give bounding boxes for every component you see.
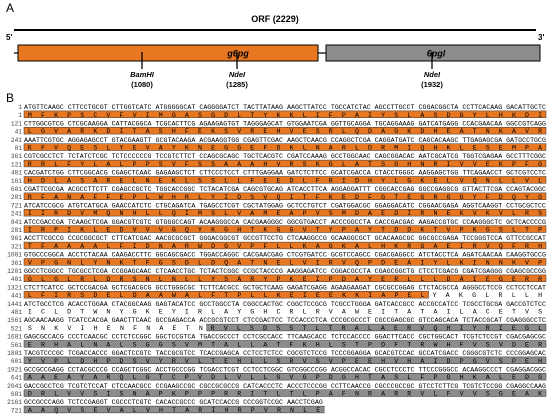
site-position: (1932) <box>421 80 443 89</box>
site-position: (1080) <box>131 80 153 89</box>
gene-box <box>17 44 319 62</box>
aa-sequence: AAQVSEVALVHTARIHRPVRNLE <box>28 407 320 414</box>
dna-line-number: 481 <box>11 170 22 177</box>
dna-line-number: 2161 <box>7 399 22 406</box>
domain-box <box>23 192 547 200</box>
dna-line-number: 1561 <box>7 317 22 324</box>
aa-line-number: 241 <box>11 211 22 218</box>
domain-box <box>23 176 547 184</box>
domain-box <box>23 274 547 282</box>
dna-sequence: GTGCCCGGCA ACCTCTACAA CAAGACCTTC GGCAGCG… <box>24 252 546 259</box>
dna-line-number: 841 <box>11 219 22 226</box>
aa-line-number: 1 <box>18 112 22 119</box>
dna-sequence: GGCCTCGGCC TGCGCCTCGA CCGGAGCAAC CTCAACC… <box>24 268 546 275</box>
domain-box <box>23 340 547 348</box>
aa-line-number: 201 <box>11 194 22 201</box>
aa-line-number: 121 <box>11 161 22 168</box>
dna-sequence: ATGTTCAAGC CTTCCTGCGT CTTGGTCATC ATGGGGG… <box>24 104 546 111</box>
dna-line-number: 1 <box>18 104 22 111</box>
gene-name: 6pgl <box>427 49 446 59</box>
aa-line-number: 281 <box>11 227 22 234</box>
dna-sequence: AAATTCGTGC AGGAGAGCCT GTACGAAGTT GCGTACA… <box>24 137 546 144</box>
dna-line-number: 361 <box>11 153 22 160</box>
dna-sequence: CTTGGCGTCG CTCGCAAGGA CATTACGGCA TCGCACT… <box>24 120 546 127</box>
aa-sequence: LFIRSDELDAAWALFTPLLKEIEEKKIAPEL <box>28 292 425 299</box>
domain-box <box>23 127 547 135</box>
panel-label: B <box>6 91 14 105</box>
aa-line-number: 361 <box>11 260 22 267</box>
dna-line-number: 1321 <box>7 284 22 291</box>
dna-line-number: 2041 <box>7 383 22 390</box>
aa-sequence: ICLDTWNYGKEYIRLAYGHCRLRVAWEITATAILACETVS <box>28 309 542 316</box>
aa-line-number: 81 <box>15 145 23 152</box>
aa-line-number: 441 <box>11 293 22 300</box>
domain-box <box>23 209 547 217</box>
aa-line-number: 521 <box>11 325 22 332</box>
dna-sequence: ATCCGACCGA TCAAGCTCGA GGACGTCGTC GTGGGCC… <box>24 219 546 226</box>
dna-line-number: 961 <box>11 235 22 242</box>
dna-line-number: 1081 <box>7 252 22 259</box>
domain-box <box>23 258 547 266</box>
aa-line-number: 321 <box>11 243 22 250</box>
dna-sequence: AGCAACAAGG TCATCCACGA GAACTTCAAC GCCGAGA… <box>24 317 546 324</box>
aa-line-number: 721 <box>11 407 22 414</box>
aa-line-number: 41 <box>15 129 23 136</box>
dna-line-number: 1201 <box>7 268 22 275</box>
sequence-panel: 1 ATGTTCAAGC CTTCCTGCGT CTTGGTCATC ATGGGG… <box>7 104 547 414</box>
dna-line-number: 1921 <box>7 366 22 373</box>
dna-sequence: CGATTCGCGA ACGCCTTCTT CGAGCCGCTC TGGCACC… <box>24 186 546 193</box>
domain-box <box>23 225 547 233</box>
aa-line-number: 401 <box>11 276 22 283</box>
domain-box <box>23 241 547 250</box>
domain-box <box>23 373 547 381</box>
gene-box <box>325 44 541 62</box>
site-enzyme: NdeI <box>229 70 246 79</box>
dna-line-number: 121 <box>11 120 22 127</box>
dna-sequence: CACGATCTGG CTTCGGCACG CGAGCTCAAC GAGAAGC… <box>24 170 546 177</box>
orf-label: ORF (2229) <box>251 14 299 24</box>
domain-box <box>23 143 547 151</box>
dna-sequence: CGTCGCCTCT TCTATCTCGC TCTCCCCCCG TCCGTCT… <box>24 153 546 160</box>
domain-box <box>23 405 325 414</box>
dna-sequence: ATCATCCGCG ATGTCATGCA GAACCATCTC CTGCAGA… <box>24 202 546 209</box>
five-prime: 5' <box>6 33 12 42</box>
aa-line-number: 681 <box>11 391 22 398</box>
aa-sequence: SNKVIHENFNAETN <box>28 325 203 332</box>
aa-sequence: YAKGLRLLH <box>432 292 542 299</box>
site-enzyme: NdeI <box>424 70 441 79</box>
aa-line-number: 601 <box>11 358 22 365</box>
dna-line-number: 241 <box>11 137 22 144</box>
dna-sequence: GCCGCCGAGG CCTACGCCCG CCAGCTCGGC ACCTGCC… <box>24 366 546 373</box>
panel-label: A <box>6 1 14 15</box>
dna-sequence: TACGTCCCGC TCGACCACCC GGACTCCGTC TACCGCG… <box>24 350 546 357</box>
domain-box <box>23 110 547 118</box>
dna-sequence: GCCGCCCAGG TCTCCGAGGT CGCCCTCGTC CACACCG… <box>24 399 323 406</box>
domain-box <box>23 356 547 364</box>
dna-line-number: 601 <box>11 186 22 193</box>
aa-line-number: 161 <box>11 178 22 185</box>
dna-line-number: 1801 <box>7 350 22 357</box>
domain-box <box>23 291 429 299</box>
site-position: (1285) <box>226 80 248 89</box>
three-prime: 3' <box>538 33 544 42</box>
aa-line-number: 641 <box>11 375 22 382</box>
dna-line-number: 1681 <box>7 334 22 341</box>
domain-box <box>23 389 547 397</box>
dna-sequence: CTCTTCATCC GCTCCGACGA GCTCGACGCG GCCTGGG… <box>24 284 546 291</box>
dna-line-number: 1441 <box>7 301 22 308</box>
site-enzyme: BamHI <box>130 70 155 79</box>
aa-line-number: 561 <box>11 342 22 349</box>
aa-line-number: 481 <box>11 309 22 316</box>
gene-name: g6pg <box>226 49 249 59</box>
domain-box <box>206 323 547 332</box>
dna-sequence: GACCGCCTCG TCGTCTCCAT CTCCAACGCC CCGAAGC… <box>24 383 546 390</box>
dna-sequence: ACCTTCGCCG CCGCGGCGCT CTTCATCGAC AACGCGC… <box>24 235 546 242</box>
dna-sequence: ATCTGCCTCG ACACCTGGAA CTACGGCAAG GAGTACA… <box>24 301 546 308</box>
dna-sequence: GAGCGCCACG CCCTCAACGC CCTCTCCGGC GGCTCCG… <box>24 334 546 341</box>
domain-box <box>23 159 547 168</box>
dna-line-number: 721 <box>11 202 22 209</box>
